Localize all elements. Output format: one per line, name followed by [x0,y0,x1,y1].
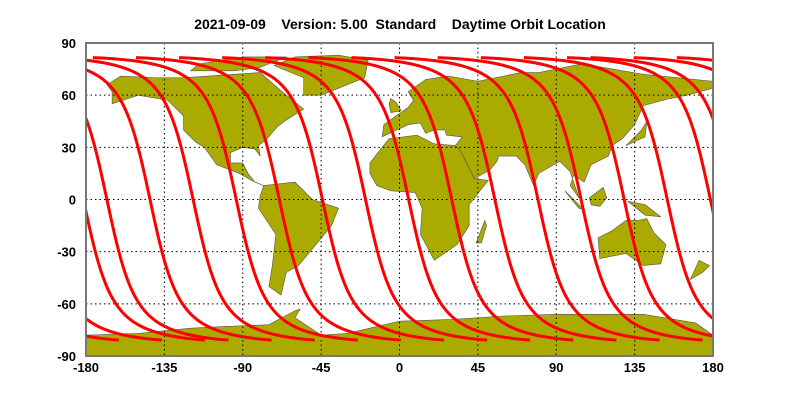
orbit-track [0,58,33,340]
land-australia [597,218,667,266]
land-borneo [589,186,608,207]
y-tick-label: 90 [62,36,76,51]
x-tick-label: -90 [233,360,252,375]
orbit-track [763,58,800,340]
land-sumatra [564,190,585,211]
land-madagascar [475,219,487,244]
orbit-track [222,56,488,342]
y-tick-label: 60 [62,88,76,103]
orbit-track [437,56,703,342]
orbit-track [265,56,531,342]
orbit-track [308,56,574,342]
y-tick-label: -90 [57,349,76,364]
orbit-track [351,56,617,342]
orbit-tracks [0,56,800,342]
x-axis-ticks: -180 -135 -90 -45 0 45 90 135 180 [73,360,724,375]
y-tick-label: -30 [57,245,76,260]
orbit-track [86,114,229,342]
x-tick-label: 45 [471,360,485,375]
orbit-track [394,56,660,342]
orbit-track [86,204,206,342]
x-tick-label: -45 [312,360,331,375]
orbit-track [720,58,800,340]
x-tick-label: -180 [73,360,99,375]
y-axis-ticks: 90 60 30 0 -30 -60 -90 [57,36,76,364]
x-tick-label: 0 [396,360,403,375]
y-tick-label: -60 [57,297,76,312]
plot-frame [85,42,714,357]
land-north-america [106,72,305,186]
x-tick-label: -135 [151,360,177,375]
grid-layer [86,43,713,356]
land-south-america [258,181,339,296]
x-tick-label: 180 [702,360,724,375]
y-tick-label: 30 [62,140,76,155]
land-new-guinea [627,200,662,218]
orbit-track [92,56,358,342]
orbit-track [179,56,445,342]
orbit-track [566,56,713,219]
orbit-track [86,316,162,342]
orbit-track [135,56,402,342]
land-new-zealand [689,259,711,281]
orbit-track [523,56,713,321]
orbit-track [590,56,713,123]
orbit-track [86,68,272,342]
x-tick-label: 90 [549,360,563,375]
orbit-track [86,58,315,342]
orbit-track [480,56,713,338]
land-uk [388,98,402,113]
chart-title: 2021-09-09 Version: 5.00 Standard Daytim… [194,16,606,32]
y-tick-label: 0 [69,193,76,208]
x-tick-label: 135 [624,360,646,375]
